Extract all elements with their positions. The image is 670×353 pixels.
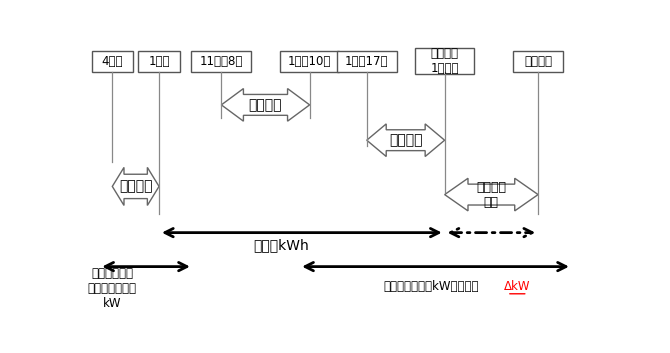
Polygon shape: [445, 178, 538, 211]
FancyBboxPatch shape: [138, 50, 180, 72]
Text: 発電可能容量
（計画）予備力
kW: 発電可能容量 （計画）予備力 kW: [88, 267, 137, 310]
Text: 需給調整
市場: 需給調整 市場: [476, 181, 507, 209]
Text: 実需給時: 実需給時: [524, 55, 552, 68]
FancyBboxPatch shape: [415, 48, 474, 74]
FancyBboxPatch shape: [92, 50, 133, 72]
Polygon shape: [113, 167, 159, 205]
Polygon shape: [221, 89, 310, 121]
Text: 電力量kWh: 電力量kWh: [253, 238, 309, 252]
Text: 1年前: 1年前: [148, 55, 170, 68]
Text: 1日前17時: 1日前17時: [345, 55, 389, 68]
Text: 当日市場: 当日市場: [389, 133, 423, 147]
Text: 前日市場: 前日市場: [249, 98, 282, 112]
Text: （運用）予備力kW、調整力: （運用）予備力kW、調整力: [384, 281, 480, 293]
Polygon shape: [366, 124, 445, 156]
FancyBboxPatch shape: [337, 50, 397, 72]
Text: 1日前10時: 1日前10時: [288, 55, 331, 68]
Text: 11日前8時: 11日前8時: [200, 55, 243, 68]
FancyBboxPatch shape: [192, 50, 251, 72]
FancyBboxPatch shape: [513, 50, 563, 72]
Text: 容量市場: 容量市場: [119, 179, 153, 193]
Text: 4年前: 4年前: [102, 55, 123, 68]
Text: 実需給の
1時間前: 実需給の 1時間前: [430, 47, 459, 76]
FancyBboxPatch shape: [280, 50, 340, 72]
Text: ΔkW: ΔkW: [504, 281, 531, 293]
